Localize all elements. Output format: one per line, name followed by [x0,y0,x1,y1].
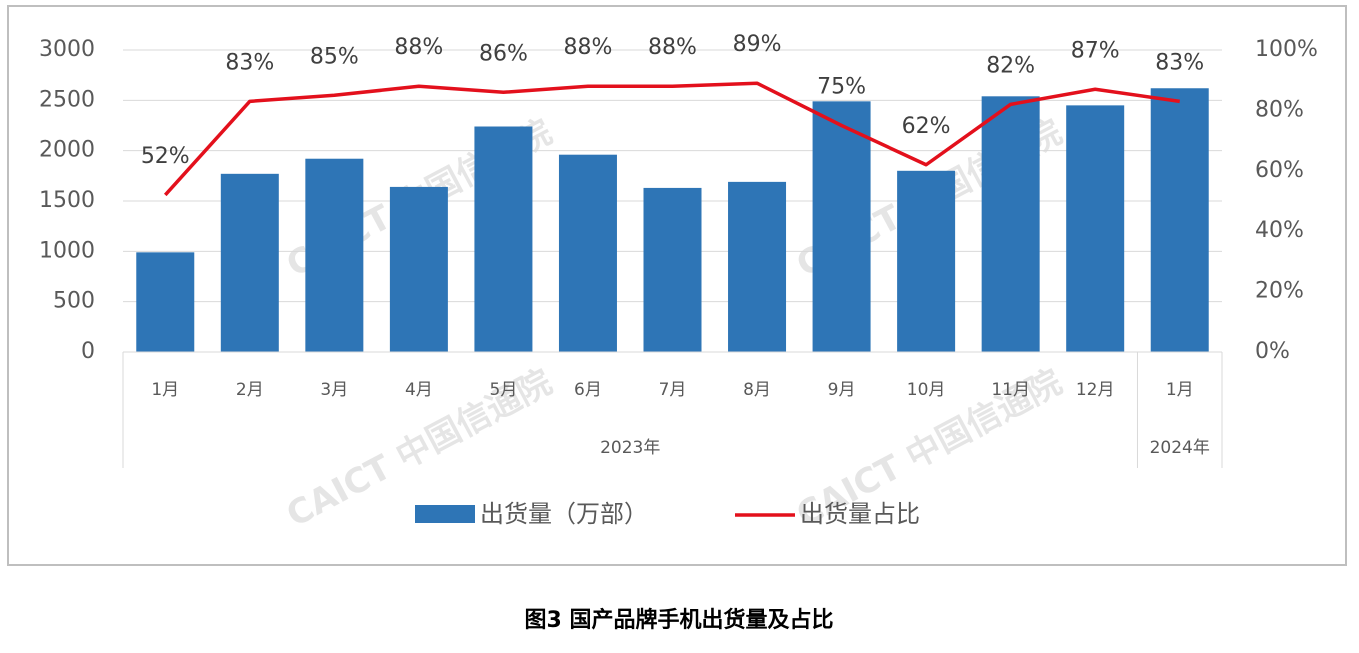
y-tick-label: 2500 [39,87,95,112]
data-label: 89% [733,32,782,57]
x-tick-label: 12月 [1076,380,1115,400]
bar [1066,105,1125,352]
x-tick-label: 7月 [659,380,687,400]
bar [812,101,871,352]
bar [474,126,533,352]
bar [220,173,279,352]
bar [389,186,448,352]
data-label: 52% [141,144,190,169]
legend-label: 出货量占比 [800,500,920,528]
y-tick-label: 0 [81,339,95,364]
caption: 图3 国产品牌手机出货量及占比 [525,607,834,633]
bar [981,96,1040,352]
bar [305,158,364,352]
y-tick-label: 1000 [39,238,95,263]
data-label: 85% [310,44,359,69]
data-label: 88% [394,35,443,60]
legend-label: 出货量（万部） [480,500,648,528]
data-label: 87% [1071,38,1120,63]
bar [1150,88,1209,353]
y2-tick-label: 40% [1255,218,1304,243]
bar [643,187,702,352]
data-label: 62% [902,114,951,139]
data-label: 88% [564,35,613,60]
group-label: 2023年 [600,438,660,458]
y-tick-label: 2000 [39,138,95,163]
x-tick-label: 11月 [991,380,1030,400]
x-tick-label: 6月 [574,380,602,400]
group-label: 2024年 [1150,438,1210,458]
bar [558,154,617,352]
data-label: 83% [1155,50,1204,75]
bar [897,170,956,352]
y2-tick-label: 20% [1255,279,1304,304]
y2-tick-label: 100% [1255,37,1318,62]
x-tick-label: 8月 [743,380,771,400]
data-label: 75% [817,75,866,100]
x-tick-label: 1月 [151,380,179,400]
y2-tick-label: 0% [1255,339,1290,364]
bar [136,252,195,352]
y-tick-label: 500 [53,289,95,314]
data-label: 86% [479,41,528,66]
y-tick-label: 3000 [39,37,95,62]
data-label: 83% [225,50,274,75]
y2-tick-label: 80% [1255,97,1304,122]
line [163,81,1180,197]
x-tick-label: 10月 [907,380,946,400]
y-tick-label: 1500 [39,188,95,213]
data-label: 88% [648,35,697,60]
x-tick-label: 9月 [828,380,856,400]
bar [728,181,787,352]
legend-swatch [415,505,475,523]
y2-tick-label: 60% [1255,158,1304,183]
x-tick-label: 3月 [320,380,348,400]
x-tick-label: 4月 [405,380,433,400]
x-tick-label: 5月 [490,380,518,400]
data-label: 82% [986,53,1035,78]
x-tick-label: 1月 [1166,380,1194,400]
x-tick-label: 2月 [236,380,264,400]
